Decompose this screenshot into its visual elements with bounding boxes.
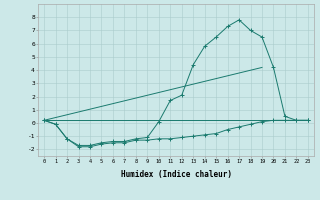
X-axis label: Humidex (Indice chaleur): Humidex (Indice chaleur) [121, 170, 231, 179]
